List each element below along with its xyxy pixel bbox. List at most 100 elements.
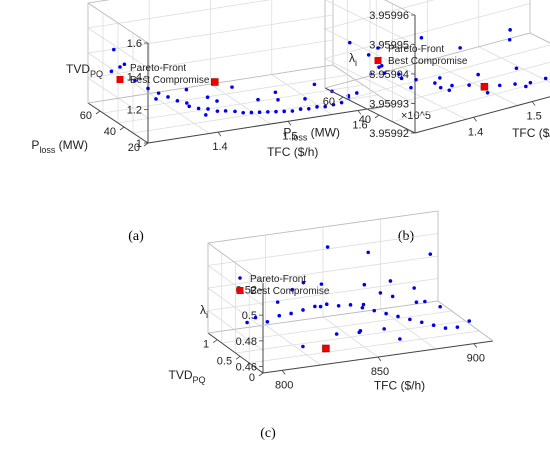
x-tick-mark [473, 117, 477, 122]
pareto-point [433, 81, 437, 85]
pareto-point [414, 77, 418, 82]
pareto-point [256, 97, 260, 102]
legend-best-label: Best Compromise [250, 286, 330, 297]
pareto-point [307, 107, 311, 111]
y-tick-label: 60 [80, 110, 92, 122]
pareto-point [187, 104, 191, 109]
pareto-point [205, 95, 210, 99]
pareto-point [382, 71, 387, 75]
pareto-point [122, 62, 127, 67]
z-tick-label: 0.5 [242, 310, 257, 322]
pareto-point [377, 65, 381, 69]
z-tick-label: 3.95994 [369, 69, 409, 81]
grid-line [87, 0, 272, 29]
y-axis [324, 87, 416, 134]
pareto-point [378, 291, 383, 295]
z-axis-label: λi [349, 51, 357, 68]
pareto-point [196, 106, 201, 111]
box-edge [324, 32, 531, 89]
pareto-point [312, 82, 317, 87]
grid-line [271, 74, 332, 115]
x-tick-mark [473, 343, 478, 348]
pareto-point [185, 101, 189, 105]
pareto-point [428, 252, 433, 256]
y-axis-label: TVDPQ [168, 368, 205, 385]
panel-caption: (b) [398, 229, 415, 244]
pareto-point [476, 72, 480, 77]
best-compromise-point [211, 78, 219, 86]
pareto-point [431, 323, 436, 327]
z-tick-label: 1 [136, 138, 142, 150]
legend-pareto-marker [376, 46, 380, 50]
pareto-point [458, 46, 462, 50]
pareto-point [384, 311, 388, 316]
legend-pareto-label: Pareto-Front [130, 63, 186, 74]
x-tick-mark [357, 110, 362, 115]
y-tick-label: 20 [128, 142, 140, 154]
x-axis [414, 96, 550, 134]
pareto-point [382, 327, 386, 331]
chart-panel-b: 1.4 1.5 1.640 60 3.95992 3.95993 3.95994 3.9599… [283, 0, 550, 244]
x-tick-label: 900 [467, 353, 485, 365]
pareto-point [388, 279, 393, 283]
pareto-point [206, 107, 210, 111]
y-tick-mark [212, 339, 218, 343]
legend-pareto-marker [118, 65, 122, 69]
pareto-point [290, 109, 295, 113]
pareto-point [301, 344, 305, 349]
pareto-point [497, 83, 502, 88]
legend-pareto-label: Pareto-Front [388, 44, 444, 55]
pareto-point [336, 304, 341, 308]
pareto-point [508, 28, 512, 32]
pareto-point [513, 82, 517, 86]
y-axis [87, 102, 149, 144]
pareto-point [223, 109, 228, 113]
pareto-point [443, 326, 448, 330]
grid-line [324, 0, 435, 30]
pareto-point [184, 87, 189, 92]
legend-best-marker [374, 57, 382, 64]
pareto-point [347, 40, 352, 45]
pareto-point [524, 84, 528, 89]
grid-line [87, 27, 149, 69]
box-edge [384, 0, 416, 16]
pareto-point [379, 63, 384, 68]
pareto-point [273, 90, 278, 95]
y-tick-mark [374, 114, 380, 119]
pareto-point [366, 250, 371, 255]
pareto-point [301, 308, 305, 312]
pareto-point [414, 300, 419, 305]
x-multiplier-label: ×10^5 [401, 110, 431, 122]
pareto-point [277, 313, 282, 318]
legend-best-marker [236, 287, 244, 294]
chart-panel-a: 1.4 1.5 1.6 20 40 60 1 1.2 1.4 1.6 TFC ($/h) ×10^5 P… [31, 0, 431, 244]
pareto-point [318, 304, 323, 309]
z-tick-label: 3.95996 [369, 10, 409, 22]
pareto-point [339, 100, 344, 105]
pareto-point [282, 109, 287, 114]
y-tick-mark [95, 110, 101, 115]
pareto-point [398, 337, 402, 341]
pareto-point [390, 294, 395, 299]
pareto-point [543, 76, 548, 81]
x-tick-label: 1.4 [212, 141, 227, 153]
grid-line [325, 0, 416, 45]
pareto-point [276, 97, 280, 102]
pareto-point [257, 110, 262, 114]
grid-line [87, 14, 334, 54]
pareto-point [467, 83, 471, 87]
pareto-point [274, 109, 278, 114]
pareto-point [325, 245, 330, 249]
pareto-point [266, 110, 270, 114]
grid-line [87, 52, 149, 94]
grid-line [347, 44, 550, 100]
pareto-point [362, 282, 367, 287]
pareto-point [409, 85, 413, 90]
pareto-point [245, 320, 249, 325]
y-axis-label: Ploss (MW) [31, 138, 88, 155]
y-tick-label: 0.5 [217, 355, 232, 367]
x-axis-label: TFC ($/h) [374, 378, 425, 392]
y-tick-mark [235, 356, 241, 360]
pareto-point [323, 104, 328, 109]
y-tick-mark [338, 96, 344, 101]
